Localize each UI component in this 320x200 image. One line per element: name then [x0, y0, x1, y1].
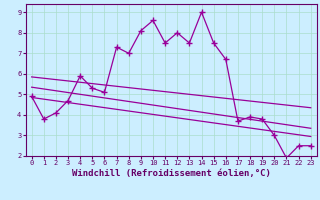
X-axis label: Windchill (Refroidissement éolien,°C): Windchill (Refroidissement éolien,°C)	[72, 169, 271, 178]
